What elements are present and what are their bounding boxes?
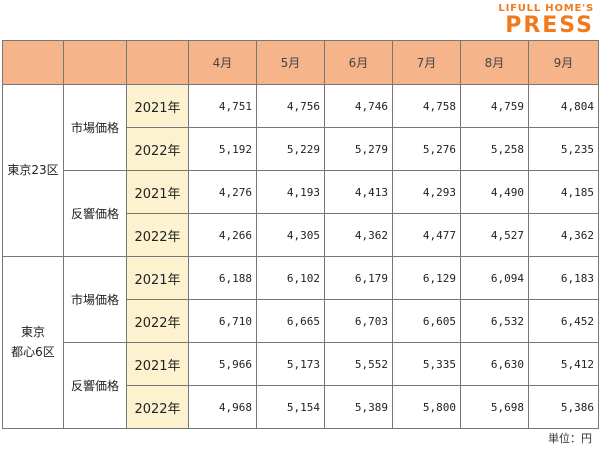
value-cell: 4,756: [256, 84, 325, 128]
value-cell: 5,412: [528, 342, 599, 386]
value-cell: 4,804: [528, 84, 599, 128]
value-cell: 4,185: [528, 170, 599, 214]
value-cell: 5,235: [528, 127, 599, 171]
header-blank-type: [63, 40, 127, 85]
header-blank-region: [2, 40, 64, 85]
value-cell: 4,413: [324, 170, 393, 214]
price-type-cell: 反響価格: [63, 342, 127, 429]
header-blank-year: [126, 40, 189, 85]
table-row: 2022年 4,266 4,305 4,362 4,477 4,527 4,36…: [3, 213, 599, 257]
value-cell: 5,154: [256, 385, 325, 429]
region-cell: 東京 都心6区: [2, 256, 64, 429]
region-cell: 東京23区: [2, 84, 64, 257]
value-cell: 4,527: [460, 213, 529, 257]
year-cell: 2022年: [126, 213, 189, 257]
table-row: 東京23区 市場価格 2021年 4,751 4,756 4,746 4,758…: [2, 84, 599, 257]
value-cell: 4,266: [188, 213, 257, 257]
value-cell: 4,477: [392, 213, 461, 257]
year-cell: 2021年: [126, 256, 189, 300]
value-cell: 5,698: [460, 385, 529, 429]
value-cell: 5,258: [460, 127, 529, 171]
header-month: 6月: [324, 40, 393, 85]
value-cell: 4,362: [324, 213, 393, 257]
logo-line1: LIFULL HOME'S: [498, 3, 594, 14]
year-cell: 2021年: [126, 342, 189, 386]
value-cell: 6,630: [460, 342, 529, 386]
value-cell: 4,968: [188, 385, 257, 429]
header-month: 9月: [528, 40, 599, 85]
header-month: 7月: [392, 40, 461, 85]
value-cell: 5,552: [324, 342, 393, 386]
value-cell: 6,452: [528, 299, 599, 343]
year-cell: 2021年: [126, 170, 189, 214]
value-cell: 5,335: [392, 342, 461, 386]
value-cell: 5,800: [392, 385, 461, 429]
value-cell: 4,362: [528, 213, 599, 257]
value-cell: 4,751: [188, 84, 257, 128]
value-cell: 6,605: [392, 299, 461, 343]
year-cell: 2022年: [126, 127, 189, 171]
table-row: 東京 都心6区 市場価格 2021年 6,188 6,102 6,179 6,1…: [2, 256, 599, 429]
value-cell: 6,188: [188, 256, 257, 300]
value-cell: 5,229: [256, 127, 325, 171]
value-cell: 4,758: [392, 84, 461, 128]
value-cell: 6,094: [460, 256, 529, 300]
value-cell: 5,279: [324, 127, 393, 171]
value-cell: 4,305: [256, 213, 325, 257]
value-cell: 5,276: [392, 127, 461, 171]
value-cell: 4,193: [256, 170, 325, 214]
value-cell: 5,389: [324, 385, 393, 429]
value-cell: 5,192: [188, 127, 257, 171]
value-cell: 4,490: [460, 170, 529, 214]
header-row: 4月 5月 6月 7月 8月 9月: [2, 40, 599, 85]
value-cell: 4,746: [324, 84, 393, 128]
value-cell: 6,665: [256, 299, 325, 343]
value-cell: 4,759: [460, 84, 529, 128]
unit-label: 単位：円: [548, 432, 592, 445]
region-name: 東京23区: [7, 162, 59, 177]
lifull-homes-press-logo: LIFULL HOME'S PRESS: [498, 4, 594, 37]
header-month: 8月: [460, 40, 529, 85]
value-cell: 6,102: [256, 256, 325, 300]
year-cell: 2022年: [126, 299, 189, 343]
logo-line2: PRESS: [505, 13, 594, 38]
value-cell: 5,173: [256, 342, 325, 386]
table-row: 反響価格 2021年 4,276 4,193 4,413 4,293 4,490…: [3, 170, 599, 257]
table-row: 2022年 4,968 5,154 5,389 5,800 5,698 5,38…: [3, 385, 599, 429]
year-cell: 2022年: [126, 385, 189, 429]
price-type-cell: 市場価格: [63, 256, 127, 343]
table-row: 2022年 6,710 6,665 6,703 6,605 6,532 6,45…: [3, 299, 599, 343]
region-name-line2: 都心6区: [11, 344, 55, 359]
table-row: 2022年 5,192 5,229 5,279 5,276 5,258 5,23…: [3, 127, 599, 171]
value-cell: 4,293: [392, 170, 461, 214]
value-cell: 6,703: [324, 299, 393, 343]
year-cell: 2021年: [126, 84, 189, 128]
region-name-line1: 東京: [20, 325, 45, 340]
value-cell: 6,183: [528, 256, 599, 300]
value-cell: 5,386: [528, 385, 599, 429]
value-cell: 6,179: [324, 256, 393, 300]
value-cell: 4,276: [188, 170, 257, 214]
value-cell: 5,966: [188, 342, 257, 386]
header-month: 5月: [256, 40, 325, 85]
price-type-cell: 反響価格: [63, 170, 127, 257]
price-table: 4月 5月 6月 7月 8月 9月 東京23区 市場価格 2021年 4,751…: [2, 40, 599, 429]
table-row: 反響価格 2021年 5,966 5,173 5,552 5,335 6,630…: [3, 342, 599, 429]
value-cell: 6,710: [188, 299, 257, 343]
price-type-cell: 市場価格: [63, 84, 127, 171]
header-month: 4月: [188, 40, 257, 85]
value-cell: 6,129: [392, 256, 461, 300]
value-cell: 6,532: [460, 299, 529, 343]
